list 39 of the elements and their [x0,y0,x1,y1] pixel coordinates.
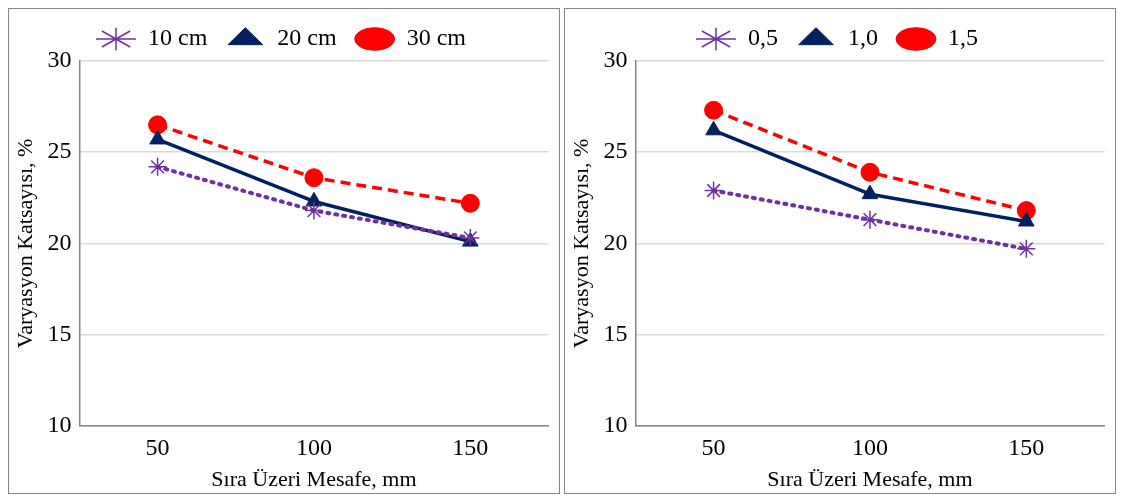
x-tick-label: 150 [1008,434,1045,461]
y-tick-label: 10 [603,411,628,438]
point [304,200,324,221]
legend-label: 30 cm [406,24,467,51]
legend-label: 1,5 [948,24,978,51]
y-tick-label: 15 [47,319,72,346]
point [861,184,879,200]
x-tick-label: 150 [452,434,489,461]
point [148,115,168,135]
y-tick-label: 25 [47,137,72,164]
legend-label: 20 cm [277,24,337,51]
point [860,209,880,230]
x-axis-title: Sıra Üzeri Mesafe, mm [767,465,973,491]
y-tick-label: 15 [603,319,628,346]
x-tick-label: 50 [701,434,726,461]
point [705,120,722,136]
x-axis-title: Sıra Üzeri Mesafe, mm [211,465,417,491]
legend-label: 1,0 [848,24,878,51]
x-tick-label: 100 [295,434,332,461]
point [704,100,724,120]
point [860,162,880,182]
y-tick-label: 30 [47,46,72,73]
legend-label: 10 cm [148,24,208,51]
x-tick-label: 50 [145,434,170,461]
y-axis-title: Varyasyon Katsayısı, % [567,138,593,349]
point [460,193,480,213]
y-tick-label: 20 [603,228,628,255]
y-tick-label: 10 [47,411,72,438]
point [703,180,724,201]
point [147,157,168,177]
y-axis-title: Varyasyon Katsayısı, % [11,138,37,349]
y-tick-label: 30 [603,46,628,73]
x-tick-label: 100 [851,434,888,461]
point [1018,212,1035,227]
legend-label: 0,5 [748,24,778,51]
point [1016,239,1037,259]
point [304,168,324,188]
y-tick-label: 20 [47,228,72,255]
y-tick-label: 25 [603,137,628,164]
